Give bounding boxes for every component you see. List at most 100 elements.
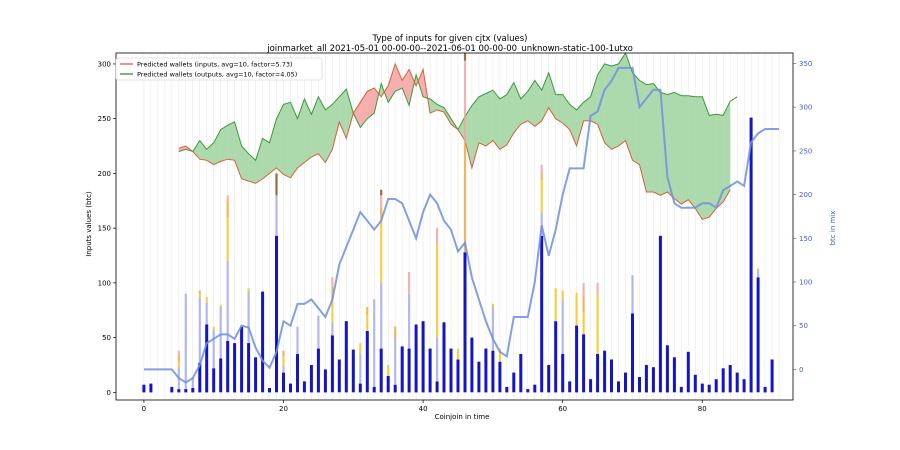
bar-base [379, 348, 383, 393]
bar-base [212, 368, 216, 393]
bar-base [624, 372, 627, 393]
bar-pink [226, 195, 229, 201]
y2-tick-label: 150 [799, 235, 812, 243]
y-tick-label: 150 [98, 225, 111, 233]
bar-base [219, 358, 223, 393]
bar-base [665, 345, 669, 393]
wallets-fill-area [192, 140, 200, 160]
bar-yellow [582, 312, 585, 335]
wallets-fill-area [388, 63, 396, 103]
wallets-fill-area [241, 146, 249, 182]
wallets-fill-area [471, 96, 479, 168]
bar-base [484, 348, 488, 393]
wallets-fill-area [367, 88, 375, 119]
wallets-fill-area [492, 90, 500, 150]
bar-orange [198, 290, 201, 294]
bar-base [728, 365, 732, 393]
bar-light-blue [191, 377, 194, 388]
bar-base [533, 384, 537, 393]
bar-base [330, 335, 334, 393]
wallets-fill-area [590, 74, 598, 125]
bar-base [561, 354, 565, 393]
bar-base [721, 368, 725, 393]
bar-light-blue [317, 315, 320, 349]
bar-orange [463, 142, 467, 253]
bar-yellow [540, 180, 543, 213]
wallets-fill-area [555, 94, 563, 124]
wallets-fill-area [418, 69, 424, 97]
bar-base [435, 381, 439, 393]
bar-base [400, 346, 404, 393]
bar-base [449, 348, 453, 393]
bar-light-blue [380, 282, 383, 349]
wallets-fill-area [262, 138, 270, 179]
bar-pink [408, 271, 411, 294]
bar-yellow [380, 217, 383, 283]
bar-light-blue [198, 297, 201, 363]
legend-label-inputs: Predicted wallets (inputs, avg=10, facto… [137, 61, 293, 69]
bar-orange [757, 268, 760, 272]
y-tick-label: 50 [102, 334, 111, 342]
y2-tick-label: 50 [799, 322, 808, 330]
wallets-fill-area [695, 96, 703, 220]
bar-base [526, 389, 530, 393]
bar-base [268, 388, 271, 393]
bar-base [749, 117, 753, 393]
wallets-fill-area [639, 80, 647, 192]
bar-pink [331, 277, 334, 287]
bar-base [554, 321, 558, 393]
y-tick-label: 100 [98, 279, 111, 287]
wallets-fill-area [674, 92, 682, 205]
bar-light-blue [359, 354, 362, 384]
bar-base [344, 321, 348, 393]
bar-yellow [456, 348, 460, 360]
wallets-fill-area [290, 102, 298, 178]
bar-base [282, 372, 285, 393]
bar-yellow [436, 244, 439, 338]
wallets-fill-area [527, 80, 535, 127]
chart-subtitle: joinmarket_all 2021-05-01 00-00-00--2021… [266, 44, 633, 54]
bar-base [407, 348, 411, 393]
inputs-line [178, 62, 731, 220]
bar-pink [436, 228, 439, 245]
bar-light-blue [184, 293, 187, 389]
wallets-fill-area [220, 125, 228, 162]
bar-base [275, 235, 278, 393]
bar-orange [226, 200, 229, 218]
bar-pink [582, 282, 585, 296]
wallets-fill-area [681, 95, 689, 205]
bar-base [651, 367, 655, 393]
wallets-fill-area [213, 129, 221, 165]
bar-base [693, 374, 697, 393]
wallets-fill-area [346, 89, 354, 139]
wallets-fill-area [297, 99, 305, 168]
bar-light-blue [331, 322, 334, 336]
bar-base [337, 359, 341, 393]
bar-pink [380, 195, 383, 207]
bar-base [512, 372, 516, 393]
bar-base [233, 343, 237, 393]
bar-orange [394, 326, 397, 338]
y2-tick-label: 250 [799, 147, 812, 155]
bar-base [247, 343, 251, 393]
wallets-fill-area [304, 99, 312, 163]
wallets-fill-area [465, 105, 472, 168]
y2-tick-label: 300 [799, 104, 812, 112]
bar-base [205, 324, 209, 393]
wallets-fill-area [506, 82, 514, 145]
wallets-fill-area [409, 69, 415, 106]
wallets-fill-area [485, 90, 493, 146]
bar-base [296, 354, 299, 393]
bar-yellow [498, 348, 501, 362]
wallets-fill-area [276, 104, 284, 175]
legend-label-outputs: Predicted wallets (outputs, avg=10, fact… [137, 71, 297, 79]
wallets-fill-area [499, 94, 507, 150]
bar-base [184, 389, 188, 393]
wallets-fill-area [430, 99, 438, 114]
x-axis-label: Coinjoin in time [435, 413, 490, 421]
bar-pink [463, 60, 467, 143]
bar-base [672, 357, 676, 393]
wallets-fill-area [227, 122, 235, 161]
